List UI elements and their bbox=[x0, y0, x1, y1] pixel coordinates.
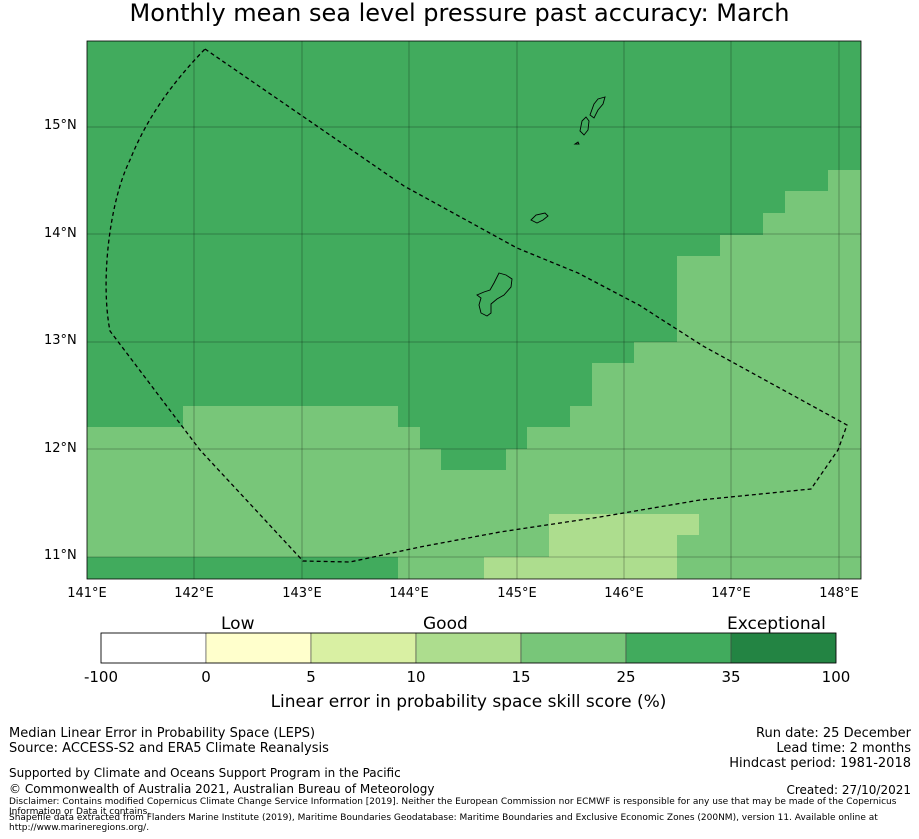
colorbar-tick: 15 bbox=[511, 668, 531, 686]
source-text: Source: ACCESS-S2 and ERA5 Climate Reana… bbox=[9, 741, 329, 756]
copyright-text: © Commonwealth of Australia 2021, Austra… bbox=[9, 782, 435, 796]
islands bbox=[476, 96, 606, 317]
disclaimer-text: Disclaimer: Contains modified Copernicus… bbox=[9, 797, 897, 817]
colorbar-frame bbox=[100, 632, 837, 664]
created-date: Created: 27/10/2021 bbox=[786, 783, 911, 797]
colorbar-category-good: Good bbox=[423, 614, 468, 634]
colorbar-segment bbox=[100, 632, 207, 664]
lead-time: Lead time: 2 months bbox=[776, 741, 911, 756]
shapefile-credit-text: Shapefile data extracted from Flanders M… bbox=[9, 813, 878, 833]
colorbar-segment bbox=[415, 632, 522, 664]
graticule bbox=[87, 41, 861, 579]
island-aguijan bbox=[573, 141, 580, 145]
region-pale-south bbox=[484, 514, 699, 579]
colorbar-tick: 100 bbox=[821, 668, 851, 686]
region-dark-southwest bbox=[87, 557, 398, 579]
hindcast-period: Hindcast period: 1981-2018 bbox=[729, 756, 911, 771]
lat-tick-14N: 14°N bbox=[44, 226, 77, 241]
island-guam bbox=[476, 272, 513, 317]
colorbar-segment bbox=[205, 632, 312, 664]
colorbar bbox=[100, 632, 837, 664]
colorbar-tick: -100 bbox=[83, 668, 119, 686]
region-good-west bbox=[87, 170, 861, 579]
lon-tick-141E: 141°E bbox=[67, 586, 107, 601]
method-text: Median Linear Error in Probability Space… bbox=[9, 726, 316, 741]
island-tinian bbox=[579, 116, 590, 136]
island-saipan bbox=[589, 96, 606, 119]
island-rota bbox=[530, 212, 549, 224]
colorbar-label: Linear error in probability space skill … bbox=[270, 692, 667, 712]
map-title: Monthly mean sea level pressure past acc… bbox=[129, 0, 790, 27]
colorbar-segment bbox=[310, 632, 417, 664]
colorbar-segment bbox=[520, 632, 627, 664]
lon-tick-144E: 144°E bbox=[389, 586, 429, 601]
lat-tick-15N: 15°N bbox=[44, 118, 77, 133]
run-date: Run date: 25 December bbox=[756, 726, 911, 741]
skill-map bbox=[86, 40, 862, 664]
colorbar-tick: 5 bbox=[306, 668, 316, 686]
colorbar-segment bbox=[625, 632, 732, 664]
lon-tick-145E: 145°E bbox=[497, 586, 537, 601]
colorbar-tick: 25 bbox=[616, 668, 636, 686]
colorbar-category-exceptional: Exceptional bbox=[727, 614, 826, 634]
lat-tick-12N: 12°N bbox=[44, 441, 77, 456]
lon-tick-143E: 143°E bbox=[282, 586, 322, 601]
colorbar-category-low: Low bbox=[221, 614, 255, 634]
map-frame bbox=[86, 40, 862, 580]
colorbar-tick: 35 bbox=[721, 668, 741, 686]
colorbar-tick: 10 bbox=[406, 668, 426, 686]
skill-regions bbox=[87, 170, 861, 579]
eez-boundary bbox=[105, 48, 848, 563]
lat-tick-13N: 13°N bbox=[44, 333, 77, 348]
lon-tick-147E: 147°E bbox=[711, 586, 751, 601]
colorbar-segment bbox=[730, 632, 837, 664]
colorbar-tick: 0 bbox=[201, 668, 211, 686]
lat-tick-11N: 11°N bbox=[44, 548, 77, 563]
lon-tick-146E: 146°E bbox=[604, 586, 644, 601]
lon-tick-142E: 142°E bbox=[174, 586, 214, 601]
support-text: Supported by Climate and Oceans Support … bbox=[9, 766, 401, 780]
lon-tick-148E: 148°E bbox=[819, 586, 859, 601]
